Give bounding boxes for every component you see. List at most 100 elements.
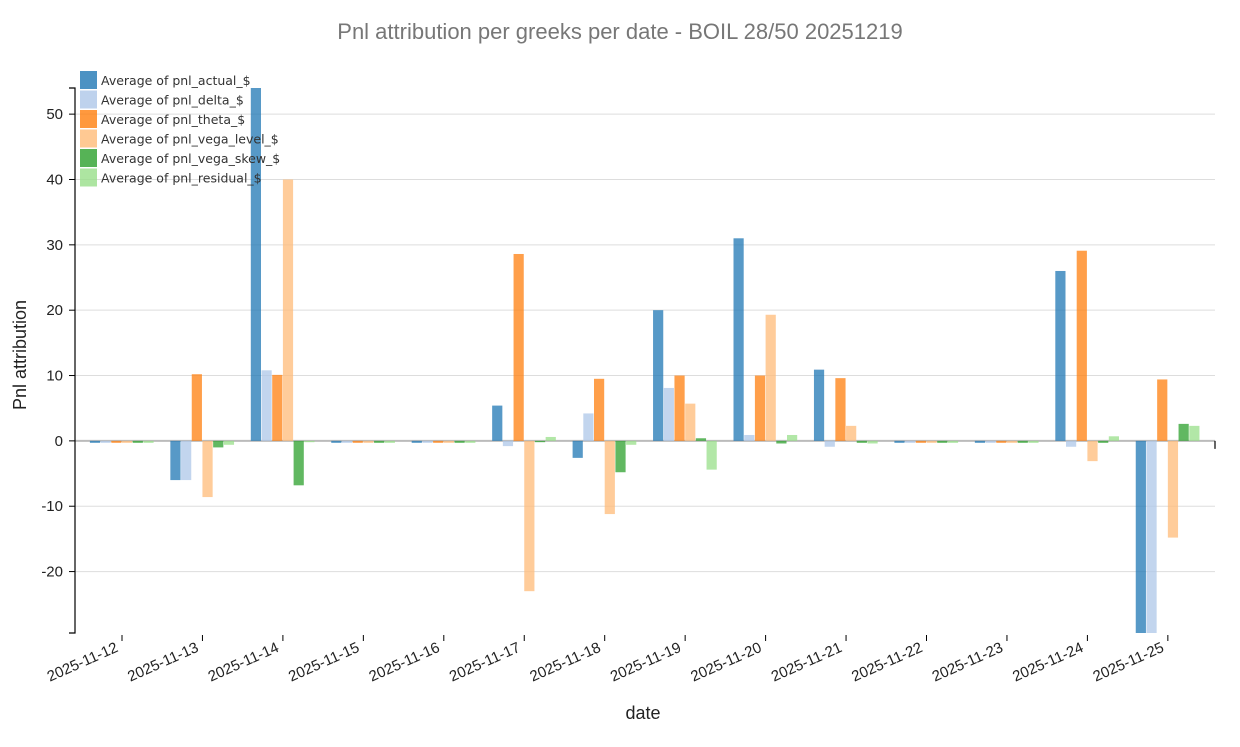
bar: [422, 440, 433, 443]
x-tick-label: 2025-11-23: [930, 639, 1006, 685]
y-tick-label: 0: [55, 433, 63, 450]
x-tick-label: 2025-11-12: [45, 639, 121, 685]
bar: [454, 440, 465, 443]
legend-label: Average of pnl_actual_$: [101, 73, 251, 88]
bar: [776, 440, 787, 444]
bar: [1087, 440, 1098, 462]
bar: [293, 440, 304, 486]
bar: [250, 88, 261, 441]
bar: [352, 440, 363, 443]
x-tick-label: 2025-11-24: [1010, 639, 1086, 685]
x-tick-label: 2025-11-14: [206, 639, 282, 685]
bar: [1017, 440, 1028, 443]
bar: [534, 440, 546, 443]
x-axis: 2025-11-12 2025-11-13 2025-11-14 2025-11-15…: [45, 440, 1216, 685]
bar: [545, 436, 556, 441]
x-tick-label: 2025-11-13: [125, 639, 201, 685]
bar: [363, 440, 374, 443]
legend-swatch: [80, 90, 97, 109]
bar: [1066, 440, 1077, 447]
x-tick-label: 2025-11-15: [286, 639, 362, 685]
bar: [282, 179, 294, 441]
bar: [937, 440, 948, 443]
bars: [89, 88, 1200, 633]
bar: [905, 440, 916, 443]
bar: [513, 253, 524, 441]
chart-title: Pnl attribution per greeks per date - BO…: [337, 19, 902, 44]
bar: [835, 378, 846, 441]
bar: [615, 440, 626, 473]
legend-swatch: [80, 168, 97, 187]
bar: [594, 378, 605, 441]
bar: [89, 440, 101, 443]
legend-label: Average of pnl_vega_level_$: [101, 132, 279, 147]
legend-label: Average of pnl_delta_$: [101, 93, 244, 108]
bar: [502, 440, 514, 447]
bar: [304, 440, 315, 443]
x-tick-label: 2025-11-20: [688, 639, 764, 685]
bar: [272, 374, 283, 441]
bar: [1178, 423, 1189, 441]
y-tick-label: 30: [46, 237, 63, 254]
bar: [856, 440, 867, 443]
bar: [915, 440, 926, 443]
bar: [1055, 270, 1066, 441]
bar: [1146, 440, 1157, 633]
y-tick-label: 20: [46, 302, 63, 319]
bar: [663, 387, 674, 441]
bar: [583, 413, 594, 441]
bar: [733, 238, 744, 441]
y-axis: -20 -10 0 10 20 30 40 50: [41, 87, 76, 634]
bar: [653, 310, 664, 441]
legend-swatch: [80, 149, 97, 167]
bar: [765, 314, 776, 441]
y-tick-label: 10: [46, 368, 63, 385]
bar: [341, 440, 353, 443]
bar: [947, 440, 959, 443]
legend-swatch: [80, 129, 97, 148]
bar: [604, 440, 615, 515]
legend-label: Average of pnl_residual_$: [101, 171, 262, 186]
bar: [1076, 250, 1087, 441]
bar: [170, 440, 181, 481]
legend-swatch: [80, 110, 97, 128]
bar: [374, 440, 385, 443]
bar: [974, 440, 986, 443]
bar: [213, 440, 224, 448]
bar: [492, 405, 503, 441]
bar: [685, 403, 696, 441]
y-tick-label: 40: [46, 171, 63, 188]
legend-swatch: [80, 71, 97, 89]
bar: [465, 440, 476, 443]
bar: [824, 440, 835, 447]
bar: [122, 440, 133, 443]
x-tick-label: 2025-11-16: [366, 639, 442, 685]
bar: [143, 440, 154, 443]
bar: [1028, 440, 1039, 443]
bar: [706, 440, 717, 470]
bar: [443, 440, 454, 443]
y-axis-line: [69, 87, 76, 634]
bar: [1006, 440, 1018, 443]
x-tick-label: 2025-11-22: [849, 639, 925, 685]
bar: [223, 440, 235, 445]
bar: [674, 375, 685, 441]
bar: [1098, 440, 1109, 443]
x-tick-label: 2025-11-19: [608, 639, 684, 685]
bar: [996, 440, 1007, 443]
bar: [754, 375, 766, 441]
x-axis-label: date: [625, 703, 660, 723]
bar: [132, 440, 143, 443]
y-tick-label: -20: [41, 564, 63, 581]
bar: [1135, 440, 1146, 633]
x-tick-label: 2025-11-21: [769, 639, 845, 685]
x-tick-label: 2025-11-17: [447, 639, 523, 685]
bar: [111, 440, 122, 443]
bar: [626, 440, 637, 445]
legend-label: Average of pnl_theta_$: [101, 112, 245, 127]
bar: [813, 369, 825, 441]
bar: [100, 440, 111, 443]
bar: [202, 440, 213, 498]
bar: [985, 440, 996, 443]
